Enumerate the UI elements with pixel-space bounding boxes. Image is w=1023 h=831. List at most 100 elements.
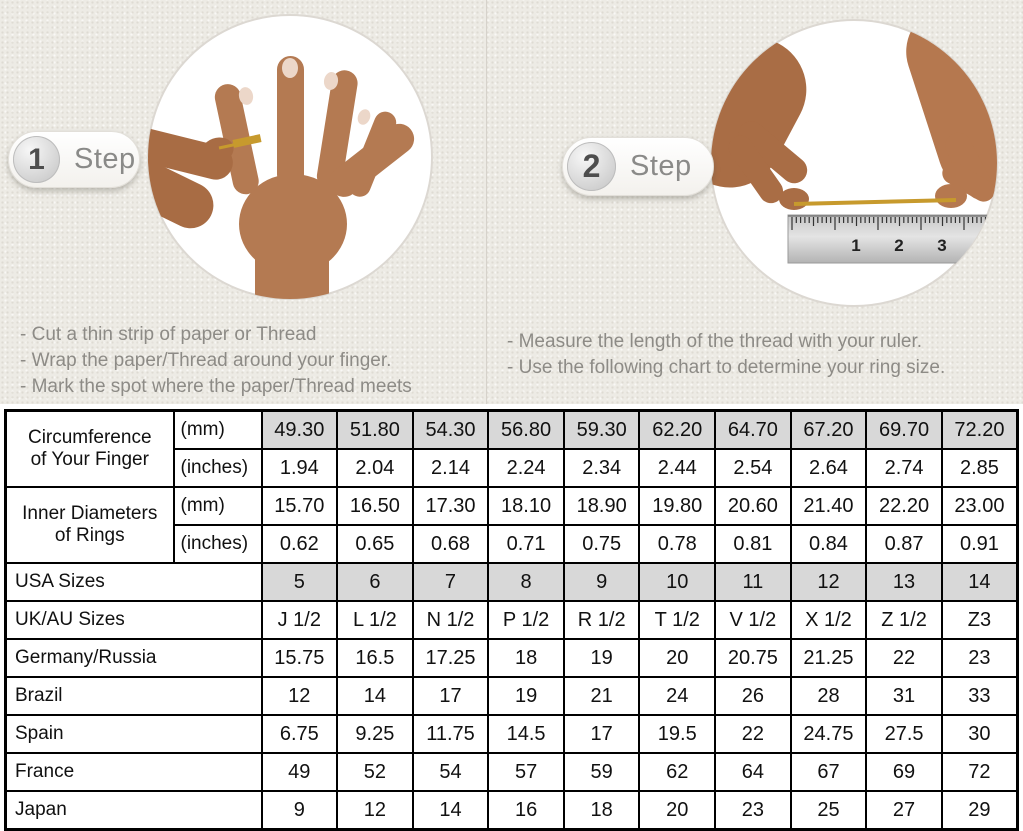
row-label-inner-diameters: Inner Diameters of Rings [4,486,175,564]
size-value-cell: 12 [260,676,339,716]
size-value-cell: 52 [336,752,414,792]
size-value-cell: 19.5 [638,714,717,754]
step-1-instructions: - Cut a thin strip of paper or Thread - … [20,322,480,400]
size-value-cell: 59.30 [562,409,641,450]
size-value-cell: 2.44 [638,448,717,488]
instruction-item: - Wrap the paper/Thread around your fing… [20,350,392,371]
size-value-cell: 72.20 [940,409,1019,450]
size-value-cell: T 1/2 [638,600,717,640]
size-value-cell: 16.50 [336,486,414,526]
size-value-cell: 0.81 [714,524,792,564]
size-value-cell: P 1/2 [487,600,565,640]
size-value-cell: Z 1/2 [865,600,943,640]
size-value-cell: 22 [714,714,792,754]
size-value-cell: 15.75 [260,638,339,678]
instruction-item: - Mark the spot where the paper/Thread m… [20,376,412,397]
size-value-cell: 17 [411,676,490,716]
row-label-circumference: Circumference of Your Finger [4,409,175,488]
row-label-line: of Rings [54,525,125,546]
table-row-usa-sizes: USA Sizes 5 6 7 8 9 10 11 12 13 14 [4,562,1019,602]
row-label-spain: Spain [4,714,263,754]
row-label-line: of Your Finger [30,449,149,470]
step-1-number: 1 [13,136,60,183]
size-value-cell: 15.70 [260,486,339,526]
hand-wrapping-photo [147,14,433,300]
size-value-cell: 18 [487,638,565,678]
table-row-spain: Spain 6.75 9.25 11.75 14.5 17 19.5 22 24.75 27.5… [4,714,1019,754]
size-value-cell: 2.04 [336,448,414,488]
instruction-item: - Cut a thin strip of paper or Thread [20,324,317,345]
size-value-cell: N 1/2 [411,600,490,640]
size-value-cell: 2.74 [865,448,943,488]
size-value-cell: 18 [562,790,641,831]
size-value-cell: 13 [865,562,943,602]
size-value-cell: 11.75 [411,714,490,754]
size-value-cell: 28 [789,676,868,716]
size-value-cell: 12 [336,790,414,831]
size-value-cell: R 1/2 [562,600,641,640]
unit-cell: (mm) [172,409,263,450]
size-value-cell: L 1/2 [336,600,414,640]
size-value-cell: 59 [562,752,641,792]
size-value-cell: 9 [562,562,641,602]
row-label-france: France [4,752,263,792]
unit-cell: (inches) [172,524,263,564]
size-value-cell: 0.91 [940,524,1019,564]
size-value-cell: 26 [714,676,792,716]
row-label-line: Circumference [27,427,152,449]
size-value-cell: 0.78 [638,524,717,564]
size-value-cell: 17.30 [411,486,490,526]
table-row-diameter-mm: Inner Diameters of Rings (mm) 15.70 16.50… [4,486,1019,564]
size-value-cell: 21 [562,676,641,716]
size-value-cell: 19 [487,676,565,716]
size-value-cell: 20 [638,790,717,831]
ring-size-table-wrapper: Circumference of Your Finger (mm) 49.30 5… [4,409,1019,831]
row-label-japan: Japan [4,790,263,831]
size-value-cell: 2.85 [940,448,1019,488]
step-2-number: 2 [567,142,616,191]
size-value-cell: 23.00 [940,486,1019,526]
ruler: 1 2 3 [787,214,997,264]
step-2-label: Step [630,150,692,182]
size-value-cell: 7 [411,562,490,602]
table-row-brazil: Brazil 12 14 17 19 21 24 26 28 31 33 [4,676,1019,716]
size-value-cell: 62 [638,752,717,792]
step-1-label: Step [74,143,136,175]
size-value-cell: 2.34 [562,448,641,488]
size-value-cell: 1.94 [260,448,339,488]
size-value-cell: 12 [789,562,868,602]
size-value-cell: 72 [940,752,1019,792]
size-value-cell: 2.64 [789,448,868,488]
size-value-cell: 21.40 [789,486,868,526]
size-value-cell: 24.75 [789,714,868,754]
fingernails [238,58,371,125]
table-row-circumference-mm: Circumference of Your Finger (mm) 49.30 5… [4,409,1019,488]
step-2-badge: 2 Step [562,137,714,196]
table-row-circumference-inches: (inches) 1.94 2.04 2.14 2.24 2.34 2.44 2.54 2.6… [6,448,1019,488]
size-value-cell: 17 [562,714,641,754]
right-hand-illustration [906,20,997,208]
size-value-cell: 8 [487,562,565,602]
ruler-number: 1 [851,236,860,255]
table-row-uk-au-sizes: UK/AU Sizes J 1/2 L 1/2 N 1/2 P 1/2 R 1/2 T 1… [4,600,1019,640]
size-value-cell: 30 [940,714,1019,754]
unit-cell: (mm) [172,486,263,526]
ruler-measuring-photo: 1 2 3 [710,19,998,307]
size-value-cell: 19 [562,638,641,678]
unit-cell: (inches) [172,448,263,488]
size-value-cell: 0.87 [865,524,943,564]
row-label-usa: USA Sizes [4,562,263,602]
size-value-cell: 9 [260,790,339,831]
ruler-number: 2 [894,236,903,255]
size-value-cell: 54 [411,752,490,792]
size-value-cell: 49.30 [260,409,339,450]
size-value-cell: 23 [940,638,1019,678]
size-value-cell: 62.20 [638,409,717,450]
size-value-cell: J 1/2 [260,600,339,640]
size-value-cell: 64.70 [714,409,792,450]
size-value-cell: 10 [638,562,717,602]
size-value-cell: 54.30 [411,409,490,450]
size-value-cell: 20.75 [714,638,792,678]
size-value-cell: 51.80 [336,409,414,450]
size-value-cell: 69 [865,752,943,792]
